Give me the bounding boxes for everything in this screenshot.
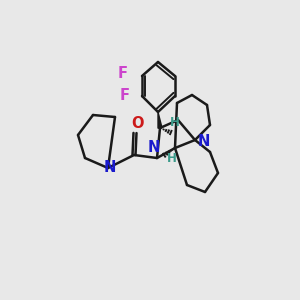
Text: H: H xyxy=(167,152,177,164)
Text: H: H xyxy=(170,116,180,128)
Text: F: F xyxy=(118,67,128,82)
Text: O: O xyxy=(131,116,143,131)
Text: F: F xyxy=(120,88,130,104)
Text: N: N xyxy=(148,140,160,155)
Polygon shape xyxy=(158,112,162,128)
Text: N: N xyxy=(198,134,210,149)
Text: N: N xyxy=(104,160,116,175)
